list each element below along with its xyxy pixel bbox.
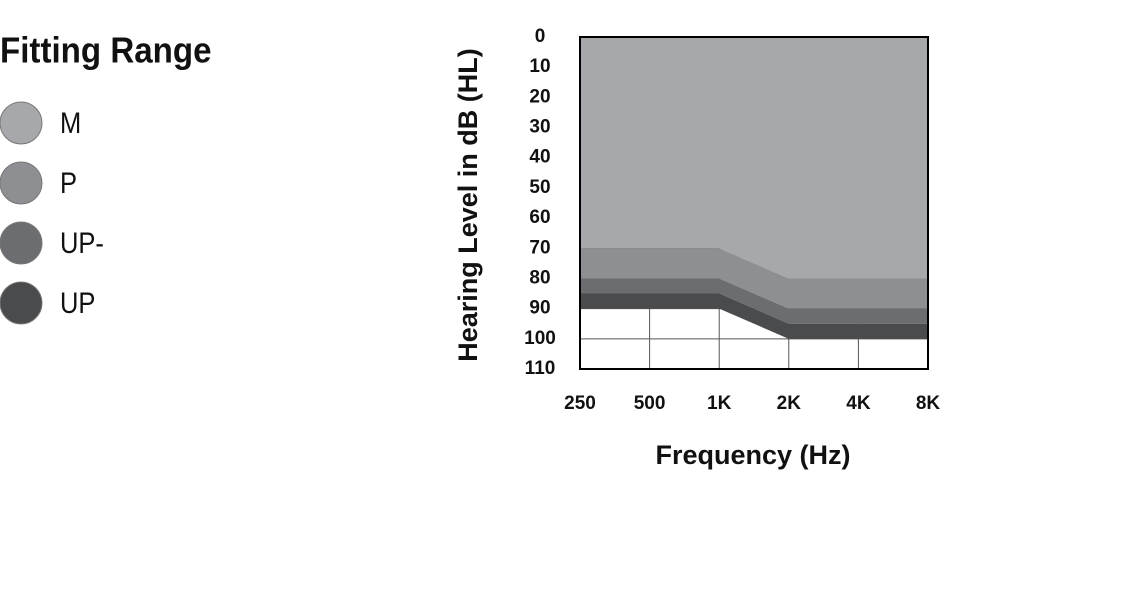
x-tick-label: 8K [916, 393, 941, 414]
x-axis-label: Frequency (Hz) [655, 440, 850, 470]
legend-marker [0, 221, 43, 265]
area [580, 293, 928, 339]
legend-label: M [60, 106, 81, 139]
y-tick-label: 10 [529, 56, 550, 77]
plot-border [579, 36, 929, 370]
legend-label: UP [60, 286, 95, 319]
x-tick-label: 2K [777, 393, 802, 414]
legend-title: Fitting Range [0, 31, 212, 71]
area [580, 248, 928, 309]
legend-label: P [60, 166, 77, 199]
legend-marker [0, 161, 43, 205]
y-tick-label: 60 [529, 207, 550, 228]
y-tick-label: 50 [529, 177, 550, 198]
y-tick-label: 70 [529, 237, 550, 258]
y-tick-label: 20 [529, 86, 550, 107]
legend-label: UP- [60, 226, 104, 259]
y-tick-label: 110 [525, 358, 556, 379]
y-tick-label: 100 [524, 328, 556, 349]
x-tick-label: 1K [707, 393, 732, 414]
y-tick-label: 90 [529, 298, 550, 319]
y-axis-label: Hearing Level in dB (HL) [453, 48, 483, 362]
y-tick-label: 0 [535, 26, 546, 47]
x-tick-label: 4K [846, 393, 871, 414]
x-tick-label: 500 [634, 393, 666, 414]
area [580, 278, 928, 324]
y-tick-label: 80 [529, 267, 550, 288]
y-tick-label: 40 [529, 147, 550, 168]
x-tick-label: 250 [564, 393, 596, 414]
y-tick-label: 30 [529, 117, 550, 138]
area [580, 37, 928, 279]
legend-marker [0, 101, 43, 145]
legend-marker [0, 281, 43, 325]
